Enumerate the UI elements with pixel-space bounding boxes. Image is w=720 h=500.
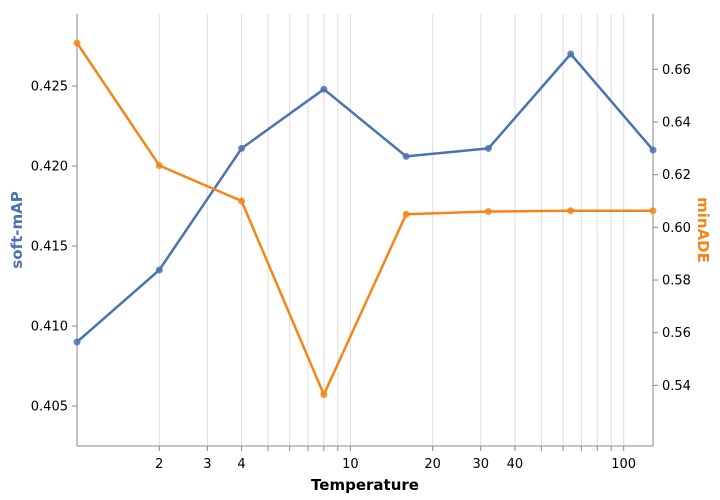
left-y-tick-label: 0.415 [31,240,68,255]
soft-map-point [320,85,328,93]
minade-point [155,161,163,169]
soft-map-point [402,152,410,160]
soft-map-point [484,144,492,152]
soft-map-point [155,266,163,274]
left-y-axis-title: soft-mAP [8,191,26,268]
x-tick-label: 30 [472,457,489,472]
minade-point [320,391,328,399]
right-y-tick-label: 0.64 [662,116,691,131]
x-tick-label: 40 [507,457,524,472]
x-tick-label: 100 [611,457,636,472]
right-y-tick-label: 0.60 [662,221,691,236]
x-axis-title: Temperature [311,476,419,494]
soft-map-point [73,338,81,346]
x-tick-label: 2 [155,457,163,472]
minade-line [75,42,653,396]
right-y-tick-label: 0.62 [662,168,691,183]
right-y-tick-label: 0.66 [662,63,691,78]
grid-lines [158,14,625,446]
soft-map-point [567,50,575,58]
soft-map-point [649,146,657,154]
minade-point [73,39,81,47]
minade-point [402,210,410,218]
soft-map-point [238,144,246,152]
minade-point [484,208,492,216]
left-y-tick-label: 0.405 [31,400,68,415]
left-y-tick-label: 0.420 [31,160,68,175]
x-tick-label: 4 [237,457,245,472]
x-tick-label: 20 [424,457,441,472]
minade-point [649,207,657,215]
x-tick-label: 3 [203,457,211,472]
axes [72,14,658,451]
minade-point [238,197,246,205]
minade-point [567,207,575,215]
right-y-axis-title: minADE [694,197,712,263]
soft-map-line [76,52,654,343]
right-y-tick-label: 0.54 [662,379,691,394]
left-y-tick-label: 0.425 [31,80,68,95]
series-layer [73,39,657,399]
right-y-tick-label: 0.56 [662,326,691,341]
x-tick-label: 10 [342,457,359,472]
right-y-tick-label: 0.58 [662,274,691,289]
tick-labels: 2 3 4 10 20 30 40 100 0.405 0.410 0.415 0.420 0.425 0… [31,63,691,472]
left-y-tick-label: 0.410 [31,320,68,335]
